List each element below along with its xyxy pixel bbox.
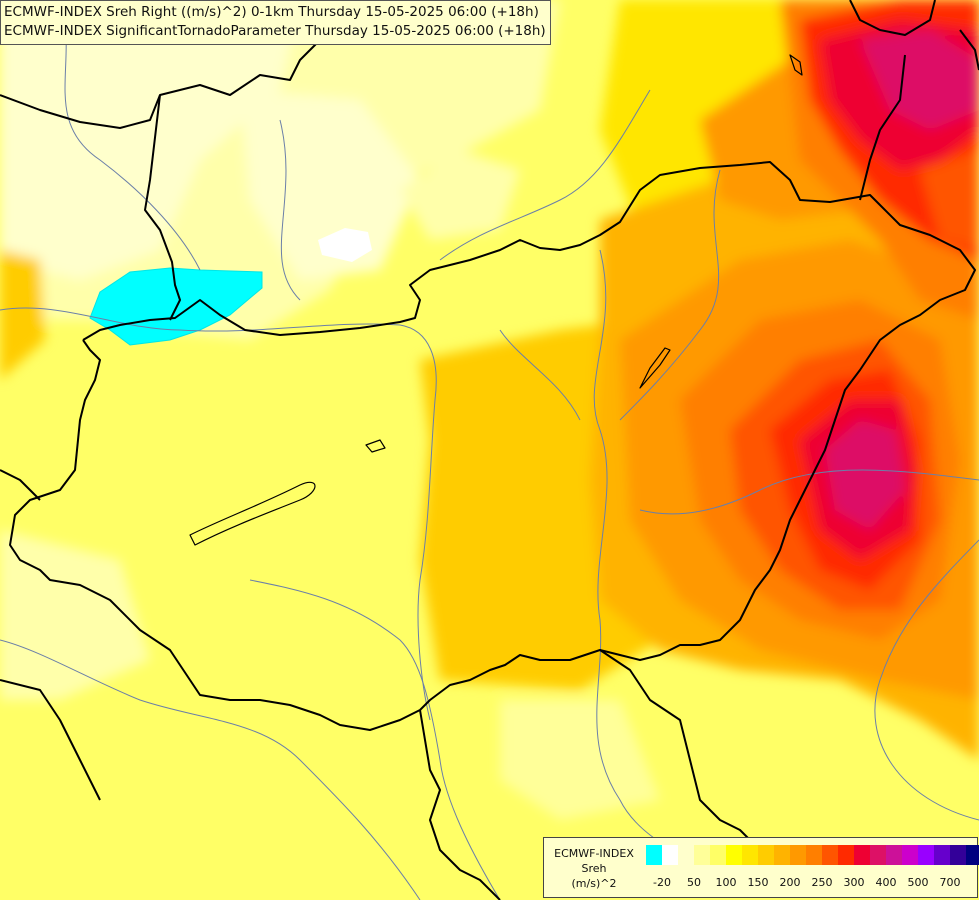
legend-swatch bbox=[966, 845, 979, 865]
legend-tick-label: 50 bbox=[687, 876, 701, 889]
legend-swatch bbox=[726, 845, 742, 865]
legend-tick-label: 200 bbox=[779, 876, 801, 889]
legend-ticks: -20 50 100 150 200 250 300 400 500 700 bbox=[646, 876, 976, 890]
legend-swatch bbox=[886, 845, 902, 865]
white-patch bbox=[318, 228, 372, 262]
legend-swatch bbox=[758, 845, 774, 865]
legend-swatch bbox=[934, 845, 950, 865]
legend-tick-label: 250 bbox=[811, 876, 833, 889]
legend-swatch bbox=[790, 845, 806, 865]
legend-unit: (m/s)^2 bbox=[571, 877, 617, 890]
legend-swatch bbox=[838, 845, 854, 865]
color-legend: ECMWF-INDEX Sreh (m/s)^2 -20 50 100 150 200 2… bbox=[543, 837, 979, 898]
legend-tick-label: -20 bbox=[653, 876, 671, 889]
map-title-box: ECMWF-INDEX Sreh Right ((m/s)^2) 0-1km T… bbox=[0, 0, 551, 45]
legend-tick-label: 300 bbox=[843, 876, 865, 889]
legend-swatch bbox=[742, 845, 758, 865]
legend-tick-label: 150 bbox=[747, 876, 769, 889]
legend-tick-label: 100 bbox=[715, 876, 737, 889]
legend-tick-label: 700 bbox=[939, 876, 961, 889]
legend-swatch bbox=[678, 845, 694, 865]
legend-title: ECMWF-INDEX Sreh (m/s)^2 bbox=[548, 846, 640, 891]
legend-model: ECMWF-INDEX bbox=[554, 847, 634, 860]
legend-tick-label: 500 bbox=[907, 876, 929, 889]
legend-swatch bbox=[902, 845, 918, 865]
sreh-field bbox=[0, 0, 979, 820]
legend-variable: Sreh bbox=[581, 862, 607, 875]
legend-tick-label: 400 bbox=[875, 876, 897, 889]
legend-swatch bbox=[774, 845, 790, 865]
legend-swatch bbox=[710, 845, 726, 865]
legend-swatch bbox=[806, 845, 822, 865]
legend-swatch bbox=[646, 845, 662, 865]
legend-color-bar bbox=[646, 845, 979, 865]
legend-swatch bbox=[662, 845, 678, 865]
legend-swatch bbox=[950, 845, 966, 865]
title-line-sreh: ECMWF-INDEX Sreh Right ((m/s)^2) 0-1km T… bbox=[4, 4, 539, 20]
legend-swatch bbox=[870, 845, 886, 865]
legend-swatch bbox=[854, 845, 870, 865]
title-line-stp: ECMWF-INDEX SignificantTornadoParameter … bbox=[4, 23, 546, 39]
legend-swatch bbox=[694, 845, 710, 865]
legend-swatch bbox=[822, 845, 838, 865]
legend-swatch bbox=[918, 845, 934, 865]
